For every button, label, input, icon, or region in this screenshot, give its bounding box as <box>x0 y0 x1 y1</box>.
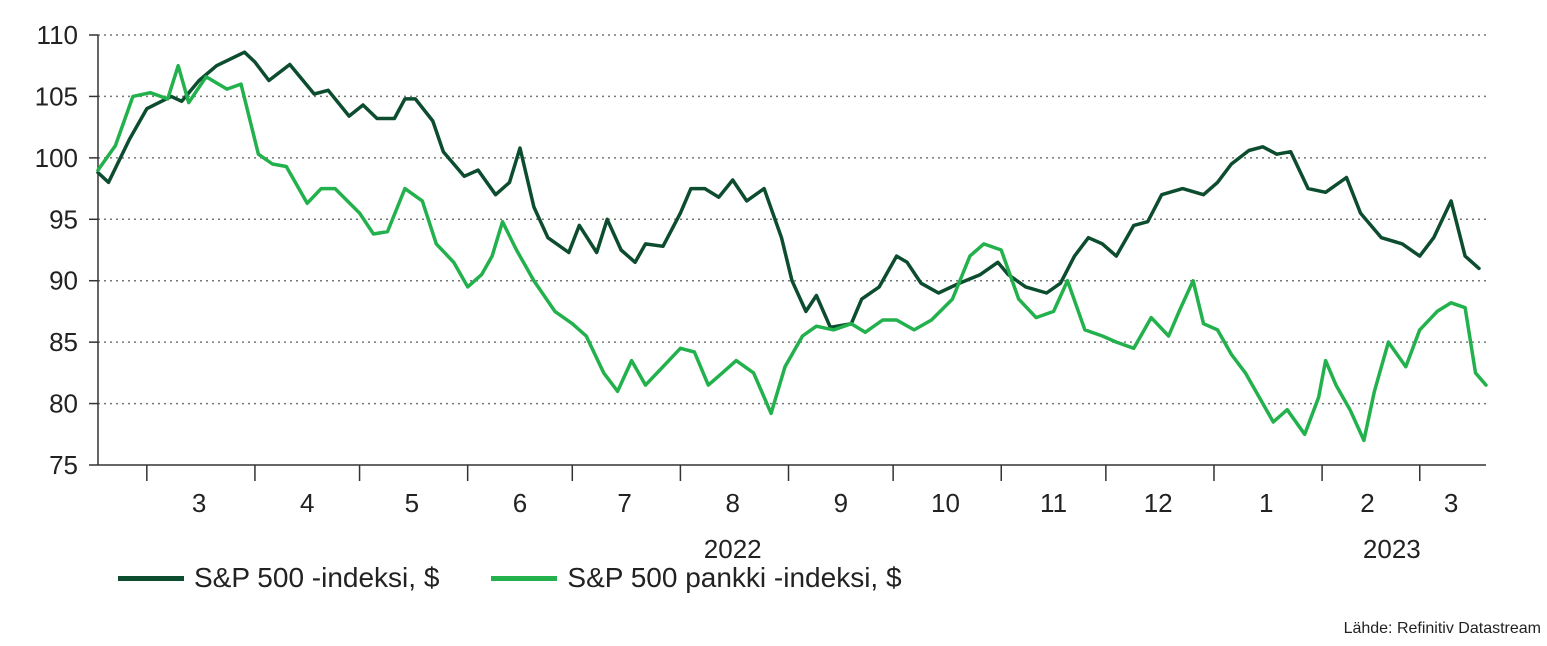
year-label: 2023 <box>1363 534 1421 564</box>
grid-lines <box>98 34 1486 405</box>
x-tick-label: 5 <box>405 488 419 518</box>
axes <box>89 34 1486 481</box>
y-tick-label: 75 <box>49 450 78 480</box>
x-tick-label: 3 <box>1444 488 1458 518</box>
x-tick-label: 1 <box>1259 488 1273 518</box>
x-tick-label: 12 <box>1144 488 1173 518</box>
legend-label-sp500: S&P 500 -indeksi, $ <box>194 562 440 593</box>
x-tick-label: 11 <box>1040 488 1067 518</box>
x-tick-label: 10 <box>931 488 960 518</box>
x-tick-label: 9 <box>834 488 848 518</box>
legend: S&P 500 -indeksi, $ S&P 500 pankki -inde… <box>118 562 954 594</box>
x-tick-label: 8 <box>725 488 739 518</box>
source-note: Lähde: Refinitiv Datastream <box>1343 620 1541 637</box>
y-tick-label: 95 <box>49 204 78 234</box>
y-tick-label: 80 <box>49 389 78 419</box>
legend-item-sp500: S&P 500 -indeksi, $ <box>118 562 439 594</box>
legend-swatch-sp500 <box>118 575 184 581</box>
y-tick-label: 110 <box>37 20 78 50</box>
y-tick-label: 100 <box>35 143 78 173</box>
legend-label-banks: S&P 500 pankki -indeksi, $ <box>567 562 902 593</box>
x-tick-label: 4 <box>300 488 314 518</box>
legend-swatch-banks <box>491 575 558 581</box>
series-line-sp500 <box>96 50 1481 330</box>
year-label: 2022 <box>704 534 762 564</box>
y-tick-label: 85 <box>49 327 78 357</box>
x-tick-label: 3 <box>192 488 206 518</box>
series-lines <box>96 50 1488 443</box>
x-tick-label: 6 <box>513 488 527 518</box>
x-tick-label: 7 <box>617 488 631 518</box>
y-tick-label: 105 <box>35 81 78 111</box>
y-tick-label: 90 <box>49 266 78 296</box>
legend-item-banks: S&P 500 pankki -indeksi, $ <box>491 562 902 594</box>
x-tick-label: 2 <box>1360 488 1374 518</box>
series-line-banks <box>96 63 1488 443</box>
